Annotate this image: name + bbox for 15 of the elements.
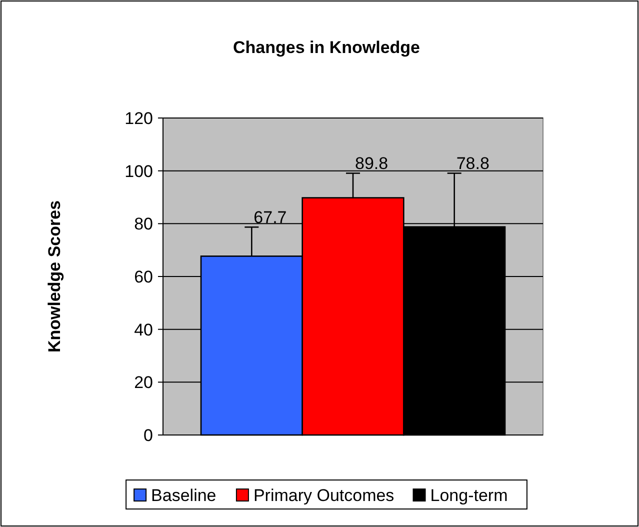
y-axis-title: Knowledge Scores [45,200,64,353]
y-tick-label: 60 [134,267,153,286]
y-tick-label: 0 [144,426,153,445]
legend-label: Primary Outcomes [253,486,394,505]
data-label: 89.8 [355,154,388,174]
y-tick-label: 40 [134,320,153,340]
y-tick-label: 80 [134,214,153,234]
data-label: 67.7 [254,208,287,228]
y-tick-label: 120 [124,108,153,128]
chart-title: Changes in Knowledge [232,38,420,57]
legend-label: Baseline [151,486,216,505]
y-tick-label: 20 [134,373,153,392]
legend-label: Long-term [430,486,508,505]
data-label: 78.8 [456,154,490,174]
y-tick-label: 100 [124,162,153,181]
